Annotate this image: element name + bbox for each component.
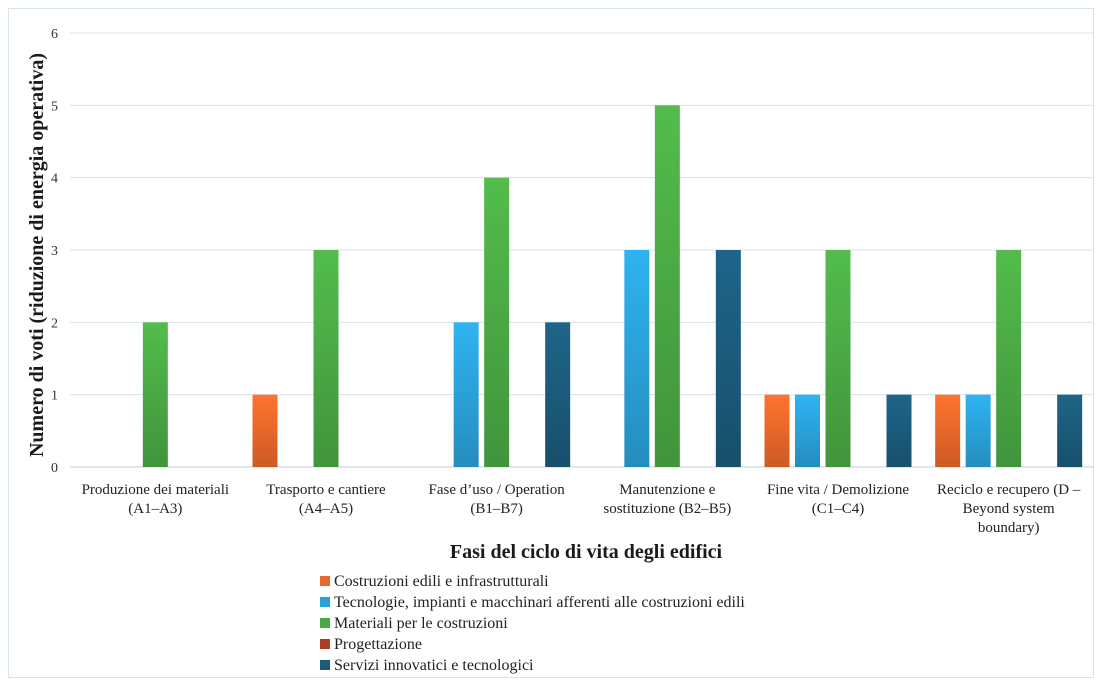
legend-swatch <box>320 597 330 607</box>
x-category-labels: Produzione dei materiali (A1–A3) Trasporto… <box>82 482 1081 536</box>
legend-entry: Materiali per le costruzioni <box>334 615 508 632</box>
legend: Costruzioni edili e infrastrutturali Tecn… <box>320 573 745 674</box>
bar-4-2 <box>825 250 851 467</box>
y-tick-label: 2 <box>51 316 58 331</box>
bar-2-2 <box>484 177 510 467</box>
x-category-label: Produzione dei materiali (A1–A3) <box>82 482 229 517</box>
x-category-label: Fine vita / Demolizione (C1–C4) <box>767 482 909 517</box>
bar-5-4 <box>1057 394 1083 467</box>
x-category-label: Fase d’uso / Operation (B1–B7) <box>429 482 566 517</box>
y-tick-label: 4 <box>51 172 58 187</box>
y-tick-label: 6 <box>51 27 58 42</box>
bar-4-1 <box>795 394 820 467</box>
bar-1-0 <box>252 394 278 467</box>
y-tick-label: 5 <box>51 99 58 114</box>
bar-2-1 <box>453 322 479 467</box>
x-category-label: Trasporto e cantiere (A4–A5) <box>266 482 386 517</box>
legend-entry: Costruzioni edili e infrastrutturali <box>334 573 549 590</box>
x-category-label: Reciclo e recupero (D – Beyond system boun… <box>937 482 1081 536</box>
bar-1-2 <box>313 250 339 467</box>
y-tick-labels: 0 1 2 3 4 5 6 <box>51 27 58 476</box>
bar-5-1 <box>965 394 991 467</box>
bars <box>142 105 1083 467</box>
legend-entry: Tecnologie, impianti e macchinari affere… <box>334 594 745 611</box>
legend-swatch <box>320 660 330 670</box>
x-axis-title: Fasi del ciclo di vita degli edifici <box>450 541 723 563</box>
bar-5-2 <box>996 250 1022 467</box>
bar-4-4 <box>886 394 912 467</box>
y-axis-title: Numero di voti (riduzione di energia ope… <box>26 53 48 457</box>
legend-swatch <box>320 618 330 628</box>
bar-3-4 <box>715 250 741 467</box>
bar-3-2 <box>654 105 680 467</box>
legend-swatch <box>320 639 330 649</box>
y-tick-label: 1 <box>51 389 58 404</box>
bar-5-0 <box>935 394 961 467</box>
legend-swatch <box>320 576 330 586</box>
bar-2-4 <box>545 322 571 467</box>
bar-4-0 <box>764 394 790 467</box>
y-tick-label: 0 <box>51 461 58 476</box>
x-category-label: Manutenzione e sostituzione (B2–B5) <box>603 482 731 517</box>
bar-3-1 <box>624 250 650 467</box>
legend-entry: Progettazione <box>334 636 422 653</box>
gridlines <box>70 32 1094 468</box>
bar-0-2 <box>142 322 168 467</box>
y-tick-label: 3 <box>51 244 58 259</box>
legend-entry: Servizi innovatici e tecnologici <box>334 657 534 674</box>
